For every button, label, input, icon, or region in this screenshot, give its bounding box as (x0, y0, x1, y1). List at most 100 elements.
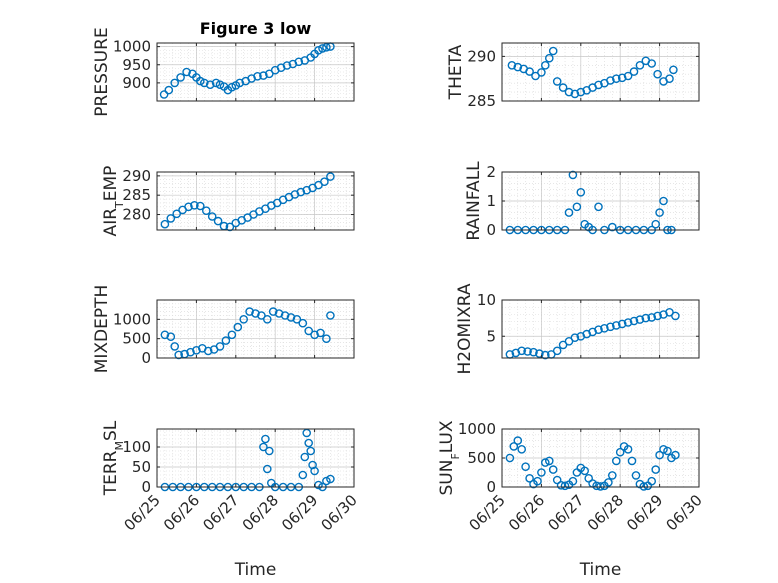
data-point (294, 57, 304, 67)
y-tick-label: 0 (141, 349, 151, 367)
data-point (172, 209, 181, 219)
data-point (316, 328, 325, 338)
data-point (170, 342, 179, 351)
data-point (320, 177, 329, 186)
axes-background (157, 429, 354, 487)
data-point (576, 187, 586, 197)
data-point (617, 73, 627, 83)
data-point (629, 316, 639, 326)
data-point (548, 465, 558, 474)
data-point (552, 346, 562, 356)
y-tick-label: 2 (486, 163, 496, 181)
axes-box (156, 42, 355, 102)
data-point (251, 309, 260, 318)
data-point (556, 480, 566, 490)
x-tick-label: 06/29 (623, 491, 666, 534)
x-tick-label: 06/30 (318, 491, 361, 534)
data-point (568, 476, 578, 486)
data-point (665, 74, 674, 83)
data-point (166, 214, 176, 223)
y-tick-label: 5 (486, 327, 496, 345)
data-point (262, 464, 272, 474)
data-point (261, 434, 270, 444)
figure-title: Figure 3 low (200, 19, 312, 38)
y-axis-label: MIXDEPTH (92, 285, 112, 374)
x-tick-label: 06/27 (199, 491, 242, 534)
data-point (192, 345, 201, 355)
data-point (564, 208, 574, 217)
y-tick-label: 290 (467, 47, 496, 65)
series-points (505, 307, 680, 360)
data-point (596, 482, 605, 491)
data-point (304, 438, 314, 448)
data-point (286, 313, 296, 322)
data-point (292, 314, 302, 324)
y-tick-label: 0 (486, 478, 496, 496)
data-point (245, 307, 254, 316)
data-point (298, 470, 308, 480)
data-point (608, 471, 617, 480)
data-point (314, 46, 323, 55)
data-point (326, 172, 335, 181)
data-point (570, 89, 580, 99)
data-point (262, 314, 272, 324)
data-point (176, 73, 185, 82)
data-point (170, 78, 179, 88)
data-point (268, 307, 278, 316)
x-tick-label: 06/26 (160, 491, 203, 534)
x-axis-label: Time (234, 560, 277, 580)
data-point (227, 330, 237, 340)
data-point (525, 473, 534, 483)
data-point (606, 322, 615, 332)
data-point (659, 196, 668, 206)
data-point (306, 446, 316, 456)
data-point (606, 76, 615, 85)
y-tick-label: 500 (467, 449, 496, 467)
data-point (300, 452, 310, 462)
x-tick-label: 06/27 (544, 491, 587, 534)
data-point (635, 61, 645, 70)
axes-box (156, 171, 355, 231)
x-tick-label: 06/28 (584, 491, 627, 534)
data-point (296, 187, 306, 197)
y-axis-label: PRESSURE (92, 27, 112, 116)
y-tick-label: 0 (486, 221, 496, 239)
data-point (326, 311, 335, 320)
y-tick-label: 100 (122, 438, 151, 456)
data-point (604, 478, 613, 487)
data-point (164, 85, 174, 95)
data-point (594, 325, 603, 335)
data-point (326, 474, 335, 484)
data-point (205, 80, 215, 89)
y-tick-label: 0 (141, 478, 151, 496)
series-points (505, 436, 680, 491)
axes-background (157, 172, 354, 230)
y-tick-label: 10 (477, 291, 496, 309)
data-point (612, 74, 621, 83)
data-point (160, 330, 170, 340)
axes-box (501, 42, 700, 102)
data-point (257, 311, 266, 320)
data-point (552, 77, 562, 86)
data-point (537, 468, 546, 477)
data-point (253, 72, 262, 81)
data-point (653, 69, 662, 79)
y-tick-label: 1000 (458, 420, 496, 438)
data-point (641, 313, 651, 323)
y-axis-label: RAINFALL (464, 161, 484, 241)
data-point (215, 80, 225, 89)
data-point (322, 476, 331, 486)
data-point (199, 78, 209, 88)
data-point (535, 349, 544, 358)
data-point (647, 476, 657, 486)
data-point (235, 78, 244, 88)
data-point (264, 446, 274, 456)
data-point (298, 318, 308, 328)
data-point (627, 456, 637, 466)
data-point (669, 65, 678, 75)
data-point (304, 326, 314, 336)
axes-box (501, 299, 700, 359)
